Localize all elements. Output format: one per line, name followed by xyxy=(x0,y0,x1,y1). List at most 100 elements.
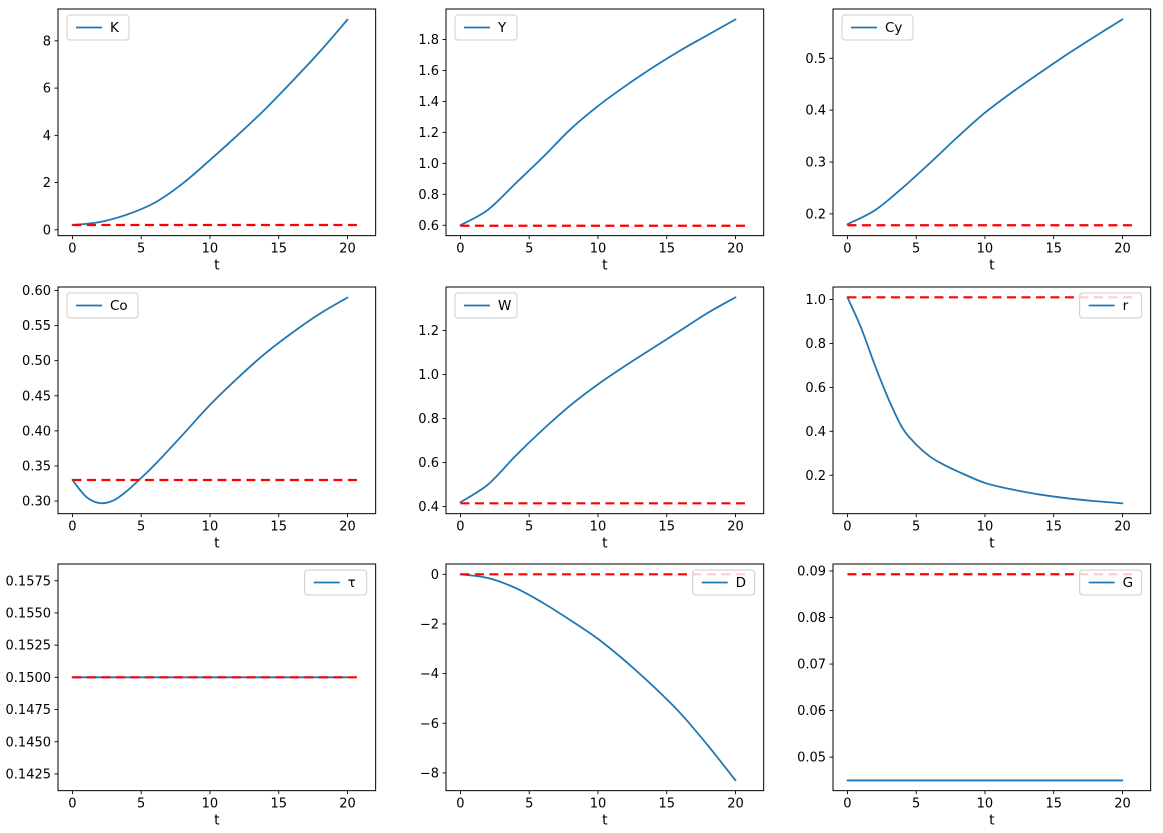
y-tick-label: 8 xyxy=(43,34,51,49)
axes-frame xyxy=(445,563,764,792)
y-tick-label: 0.6 xyxy=(806,381,827,396)
y-tick-label: 0 xyxy=(43,223,51,238)
x-tick-label: 5 xyxy=(525,797,533,812)
x-tick-label: 10 xyxy=(202,242,219,257)
x-tick-label: 20 xyxy=(339,242,356,257)
subplot-K-svg: 0 5 10 15 20 0 2 4 6 8 t K xyxy=(43,8,377,274)
x-tick-label: 20 xyxy=(727,519,744,534)
x-tick-label: 5 xyxy=(525,519,533,534)
y-tick-label: 0.30 xyxy=(22,494,51,509)
y-tick-label: 0.55 xyxy=(22,319,51,334)
x-tick-label: 10 xyxy=(589,519,606,534)
legend: G xyxy=(1079,569,1143,596)
subplot-Cy: 0 5 10 15 20 0.2 0.3 0.4 0.5 t Cy xyxy=(775,0,1163,278)
y-tick-label: 0.1500 xyxy=(6,671,51,686)
axes-frame xyxy=(57,286,377,514)
subplot-W-svg: 0 5 10 15 20 0.4 0.6 0.8 1.0 1.2 t W xyxy=(418,286,764,551)
subplot-Y-svg: 0 5 10 15 20 0.6 0.8 1.0 1.2 1.4 1.6 1.8 t Y xyxy=(418,8,764,274)
x-axis-label: t xyxy=(989,258,995,274)
x-tick-label: 10 xyxy=(589,242,606,257)
y-tick-label: 0.2 xyxy=(806,207,827,222)
axes-frame xyxy=(832,286,1152,514)
y-tick-label: 0 xyxy=(430,568,438,583)
x-tick-label: 0 xyxy=(844,519,852,534)
series-line xyxy=(459,18,737,227)
x-tick-label: 20 xyxy=(1115,797,1132,812)
series-line xyxy=(71,296,349,504)
subplot-r: 0 5 10 15 20 0.2 0.4 0.6 0.8 1.0 t r xyxy=(775,278,1163,556)
subplot-tau-svg: 0 5 10 15 20 0.1425 0.1450 0.1475 0.1500 0.1525 0.… xyxy=(6,563,377,829)
x-tick-label: 10 xyxy=(977,797,994,812)
x-tick-label: 0 xyxy=(68,519,76,534)
legend-label: G xyxy=(1123,576,1133,592)
y-tick-label: 0.4 xyxy=(806,104,827,119)
subplot-Cy-svg: 0 5 10 15 20 0.2 0.3 0.4 0.5 t Cy xyxy=(806,8,1152,274)
x-axis-label: t xyxy=(602,258,608,274)
subplot-G: 0 5 10 15 20 0.05 0.06 0.07 0.08 0.09 t G xyxy=(775,555,1163,833)
y-tick-label: 0.60 xyxy=(22,284,51,299)
x-tick-label: 20 xyxy=(727,797,744,812)
legend: K xyxy=(66,14,130,41)
y-tick-label: 0.05 xyxy=(797,751,826,766)
legend: Cy xyxy=(841,14,914,41)
y-tick-label: 0.1425 xyxy=(6,768,51,783)
y-tick-label: 0.1575 xyxy=(6,575,51,590)
subplot-W: 0 5 10 15 20 0.4 0.6 0.8 1.0 1.2 t W xyxy=(388,278,776,556)
x-tick-label: 5 xyxy=(912,242,920,257)
axes-frame xyxy=(832,8,1152,237)
y-tick-label: −4 xyxy=(420,667,439,682)
y-tick-label: 6 xyxy=(43,82,51,97)
series-line xyxy=(71,18,349,226)
y-tick-label: 0.4 xyxy=(418,500,439,515)
x-tick-label: 5 xyxy=(137,519,145,534)
series-line xyxy=(459,296,737,503)
y-tick-label: 0.50 xyxy=(22,354,51,369)
x-tick-label: 10 xyxy=(202,519,219,534)
legend-label: Y xyxy=(497,20,507,36)
y-tick-label: 1.0 xyxy=(418,368,439,383)
y-tick-label: 0.09 xyxy=(797,565,826,580)
x-axis-label: t xyxy=(989,813,995,829)
legend: D xyxy=(691,569,755,596)
y-tick-label: 0.1475 xyxy=(6,703,51,718)
y-tick-label: 0.8 xyxy=(418,412,439,427)
x-tick-label: 15 xyxy=(1046,242,1063,257)
y-tick-label: 1.2 xyxy=(418,126,439,141)
x-tick-label: 15 xyxy=(658,519,675,534)
axes-frame xyxy=(57,8,377,237)
y-tick-label: 0.2 xyxy=(806,468,827,483)
y-tick-label: 0.3 xyxy=(806,156,827,171)
series-line xyxy=(846,18,1124,226)
legend-box xyxy=(841,14,914,41)
y-tick-label: 0.6 xyxy=(418,456,439,471)
y-tick-label: 1.0 xyxy=(806,293,827,308)
x-tick-label: 5 xyxy=(525,242,533,257)
y-tick-label: 1.8 xyxy=(418,33,439,48)
y-tick-label: 0.6 xyxy=(418,219,439,234)
subplot-Co: 0 5 10 15 20 0.30 0.35 0.40 0.45 0.50 0.55 0.60 t Co xyxy=(0,278,388,556)
subplot-K: 0 5 10 15 20 0 2 4 6 8 t K xyxy=(0,0,388,278)
legend-label: Cy xyxy=(885,20,902,36)
subplot-Co-svg: 0 5 10 15 20 0.30 0.35 0.40 0.45 0.50 0.55 0.60 t Co xyxy=(22,284,377,551)
x-tick-label: 0 xyxy=(456,242,464,257)
y-tick-label: 0.1550 xyxy=(6,607,51,622)
x-axis-label: t xyxy=(602,535,608,551)
axes-frame xyxy=(832,563,1152,792)
y-tick-label: 0.45 xyxy=(22,389,51,404)
legend: r xyxy=(1079,292,1143,319)
subplot-r-svg: 0 5 10 15 20 0.2 0.4 0.6 0.8 1.0 t r xyxy=(806,286,1152,551)
x-tick-label: 0 xyxy=(844,797,852,812)
y-tick-label: 0.4 xyxy=(806,425,827,440)
x-tick-label: 20 xyxy=(339,519,356,534)
x-axis-label: t xyxy=(214,258,220,274)
y-tick-label: 0.5 xyxy=(806,52,827,67)
x-tick-label: 20 xyxy=(1115,242,1132,257)
x-tick-label: 15 xyxy=(270,519,287,534)
x-tick-label: 5 xyxy=(137,797,145,812)
x-tick-label: 10 xyxy=(202,797,219,812)
y-tick-label: 0.1450 xyxy=(6,736,51,751)
x-tick-label: 20 xyxy=(1115,519,1132,534)
x-tick-label: 10 xyxy=(977,519,994,534)
y-tick-label: 0.8 xyxy=(806,337,827,352)
